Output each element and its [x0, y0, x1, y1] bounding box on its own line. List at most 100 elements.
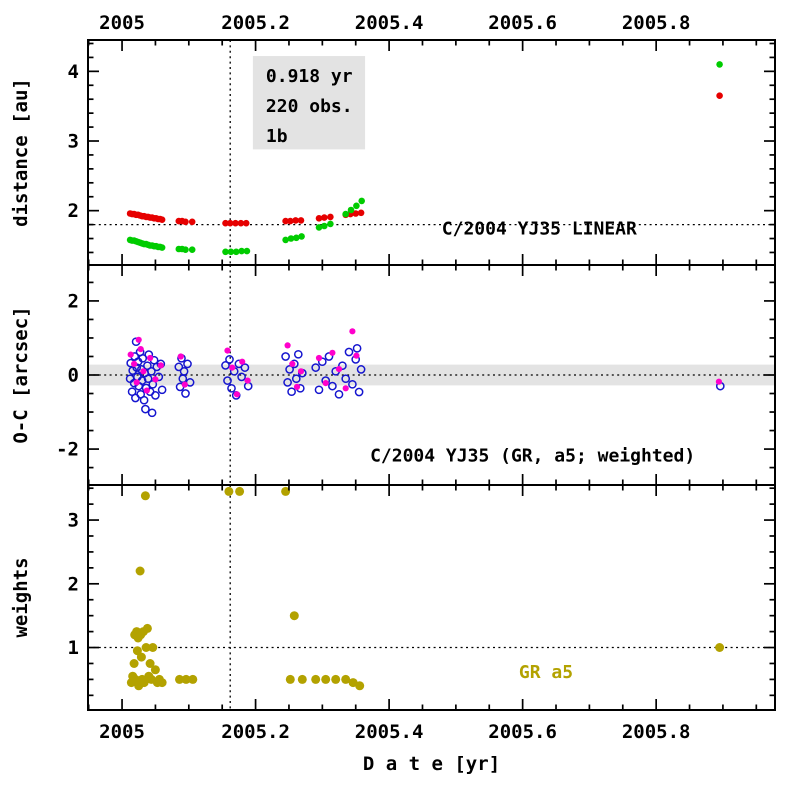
- data-point: [232, 248, 240, 256]
- distance-green-series: [126, 61, 723, 256]
- data-point: [293, 234, 300, 242]
- data-point: [355, 681, 365, 691]
- y-tick-label: 4: [68, 61, 79, 83]
- distance-panel-label: C/2004 YJ35 LINEAR: [442, 218, 637, 239]
- y-tick-label: 1: [68, 637, 79, 659]
- data-point: [314, 385, 324, 395]
- data-point: [289, 360, 296, 367]
- o-c-panel: -2 0 2 O-C [arcsec] C/2004 YJ35 (GR, a5; wei…: [10, 264, 776, 486]
- data-point: [285, 674, 295, 684]
- data-point: [354, 387, 364, 397]
- y-tick-label: -2: [56, 439, 79, 461]
- o-c-axis-title: O-C [arcsec]: [10, 306, 32, 443]
- data-point: [227, 248, 235, 256]
- x-tick-label-top: 2005.4: [355, 12, 424, 34]
- data-point: [224, 486, 234, 496]
- data-point: [227, 383, 236, 393]
- data-point: [297, 368, 305, 375]
- x-tick-label: 2005.4: [355, 721, 424, 743]
- data-point: [327, 213, 334, 221]
- data-point: [129, 659, 139, 668]
- data-point: [150, 665, 160, 675]
- data-point: [225, 355, 234, 364]
- annotation-box: [252, 56, 366, 150]
- data-point: [147, 408, 157, 418]
- y-tick-label: 2: [68, 573, 79, 595]
- data-point: [283, 378, 292, 387]
- oc-blue-open-series: [125, 337, 725, 418]
- annotation-line: 1b: [266, 126, 288, 147]
- data-point: [315, 224, 323, 231]
- data-point: [222, 219, 229, 227]
- data-point: [177, 353, 184, 360]
- data-point: [282, 217, 289, 225]
- data-point: [157, 678, 167, 688]
- data-point: [311, 674, 321, 684]
- data-point: [348, 379, 357, 389]
- data-point: [147, 366, 156, 376]
- data-point: [292, 217, 299, 224]
- data-point: [327, 220, 334, 228]
- data-point: [293, 349, 303, 359]
- data-point: [221, 361, 230, 370]
- distance-axis-title: distance [au]: [10, 78, 32, 227]
- data-point: [140, 368, 147, 375]
- data-point: [179, 366, 189, 376]
- data-point: [137, 346, 144, 353]
- data-point: [143, 361, 152, 371]
- data-point: [353, 352, 360, 359]
- distance-panel: 0.918 yr 220 obs. 1b 2 3 4 distance [au] C/2004…: [10, 39, 776, 266]
- data-point: [181, 389, 190, 398]
- data-point: [188, 246, 196, 253]
- data-point: [139, 395, 149, 405]
- data-point: [284, 342, 291, 349]
- data-point: [297, 674, 307, 684]
- data-point: [324, 352, 334, 361]
- data-point: [158, 244, 166, 251]
- data-point: [136, 652, 146, 662]
- data-point: [138, 353, 148, 363]
- data-point: [183, 359, 192, 369]
- data-point: [331, 674, 341, 684]
- data-point: [188, 674, 198, 684]
- data-point: [317, 357, 327, 367]
- weights-panel: 1 2 3 weights GR a5: [10, 484, 776, 711]
- x-tick-label-top: 2005.2: [221, 12, 290, 34]
- data-point: [157, 362, 164, 369]
- panel-frame: [87, 39, 776, 266]
- annotation-line: 0.918 yr: [266, 66, 353, 87]
- data-point: [716, 92, 723, 99]
- data-point: [142, 623, 152, 633]
- data-point: [131, 360, 138, 367]
- data-point: [281, 352, 290, 361]
- data-point: [341, 374, 351, 384]
- data-point: [145, 659, 155, 668]
- data-point: [328, 381, 337, 391]
- x-tick-label: 2005: [99, 721, 145, 743]
- data-point: [147, 354, 154, 362]
- data-point: [240, 363, 250, 372]
- data-point: [181, 674, 191, 684]
- x-axis-title: D a t e [yr]: [363, 753, 500, 775]
- panel-frame: [87, 484, 776, 711]
- data-point: [244, 377, 251, 384]
- data-point: [188, 218, 196, 226]
- data-point: [132, 646, 142, 656]
- data-point: [349, 328, 356, 335]
- data-point: [174, 362, 184, 372]
- data-point: [315, 215, 323, 222]
- data-point: [342, 210, 350, 218]
- data-point: [285, 365, 294, 374]
- data-point: [281, 486, 291, 496]
- data-point: [335, 366, 343, 373]
- data-point: [229, 364, 236, 371]
- data-point: [127, 351, 134, 358]
- data-point: [224, 347, 231, 354]
- data-point: [237, 219, 245, 227]
- y-tick-label: 0: [68, 365, 79, 387]
- y-tick-label: 3: [68, 131, 79, 153]
- data-point: [311, 363, 321, 372]
- data-point: [143, 374, 153, 384]
